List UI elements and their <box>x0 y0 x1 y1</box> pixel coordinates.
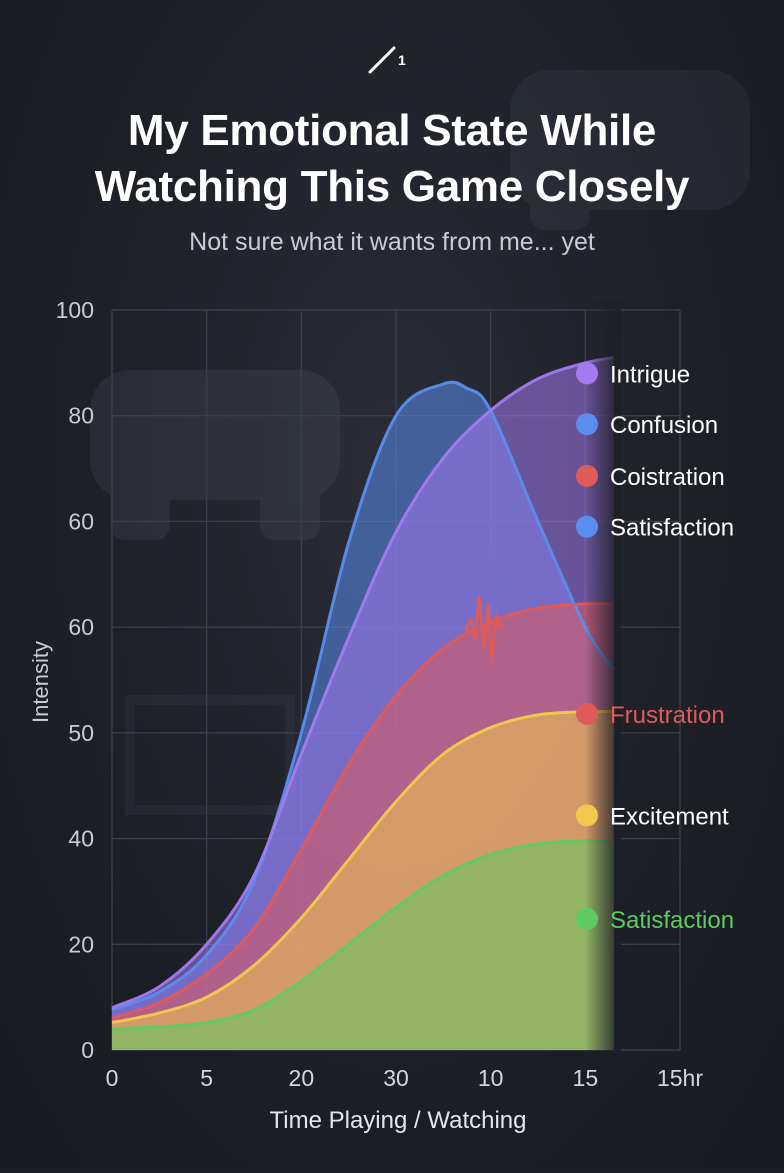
x-axis-label: Time Playing / Watching <box>270 1107 527 1134</box>
x-tick-label: 20 <box>289 1065 315 1091</box>
x-tick-label: 15hr <box>657 1065 703 1091</box>
y-tick-label: 50 <box>68 720 94 746</box>
legend-item: Satisfaction <box>576 907 734 934</box>
legend-item: Excitement <box>576 803 729 830</box>
x-tick-label: 15 <box>573 1065 599 1091</box>
y-tick-label: 40 <box>68 826 94 852</box>
legend-label: Confusion <box>610 412 718 439</box>
y-tick-label: 60 <box>68 614 94 640</box>
legend-dot-icon <box>576 907 598 930</box>
logo-text: 1 <box>398 52 406 68</box>
line-satisfaction <box>111 838 614 1031</box>
gamepad-icon <box>90 370 340 540</box>
legend-label: Coistration <box>610 464 725 491</box>
line-confusion <box>111 380 615 1012</box>
legend-label: Excitement <box>610 803 729 830</box>
legend-label: Intrigue <box>610 361 690 388</box>
x-tick-label: 30 <box>383 1065 409 1091</box>
legend-dot-icon <box>576 413 598 436</box>
brand-logo: 1 <box>368 46 406 74</box>
x-tick-label: 5 <box>200 1065 213 1091</box>
legend-dot-icon <box>576 804 598 827</box>
line-excitement <box>111 709 614 1024</box>
legend-item: Intrigue <box>576 361 690 388</box>
frustration-spike-icon <box>463 595 503 663</box>
legend-item: Coistration <box>576 464 725 491</box>
y-tick-label: 60 <box>68 508 94 534</box>
area-satisfaction <box>112 840 614 1050</box>
x-tick-label: 0 <box>106 1065 119 1091</box>
legend-item: Confusion <box>576 412 718 439</box>
gamepad-icon-top <box>510 70 750 230</box>
legend-label: Satisfaction <box>610 907 734 934</box>
chart-subtitle: Not sure what it wants from me... yet <box>189 228 595 256</box>
y-tick-label: 80 <box>68 403 94 429</box>
legend-label: Frustration <box>610 702 725 729</box>
legend-label: Satisfaction <box>610 515 734 542</box>
title-line-1: My Emotional State While <box>127 106 657 155</box>
title-line-2: Watching This Game Closely <box>94 162 690 211</box>
legend-dot-icon <box>576 515 598 538</box>
y-tick-label: 100 <box>56 297 94 323</box>
legend-dot-icon <box>576 362 598 385</box>
legend-item: Frustration <box>576 702 725 729</box>
legend-item: Satisfaction <box>576 515 734 542</box>
legend-dot-icon <box>576 464 598 487</box>
dpad-icon <box>125 695 295 815</box>
y-tick-label: 0 <box>81 1037 94 1063</box>
chart-title: My Emotional State While Watching This G… <box>0 103 784 215</box>
y-axis-label: Intensity <box>28 641 53 723</box>
legend-dot-icon <box>576 702 598 725</box>
line-intrigue <box>111 356 615 1010</box>
line-frustration <box>111 602 614 1020</box>
x-tick-label: 10 <box>478 1065 504 1091</box>
y-tick-label: 20 <box>68 931 94 957</box>
